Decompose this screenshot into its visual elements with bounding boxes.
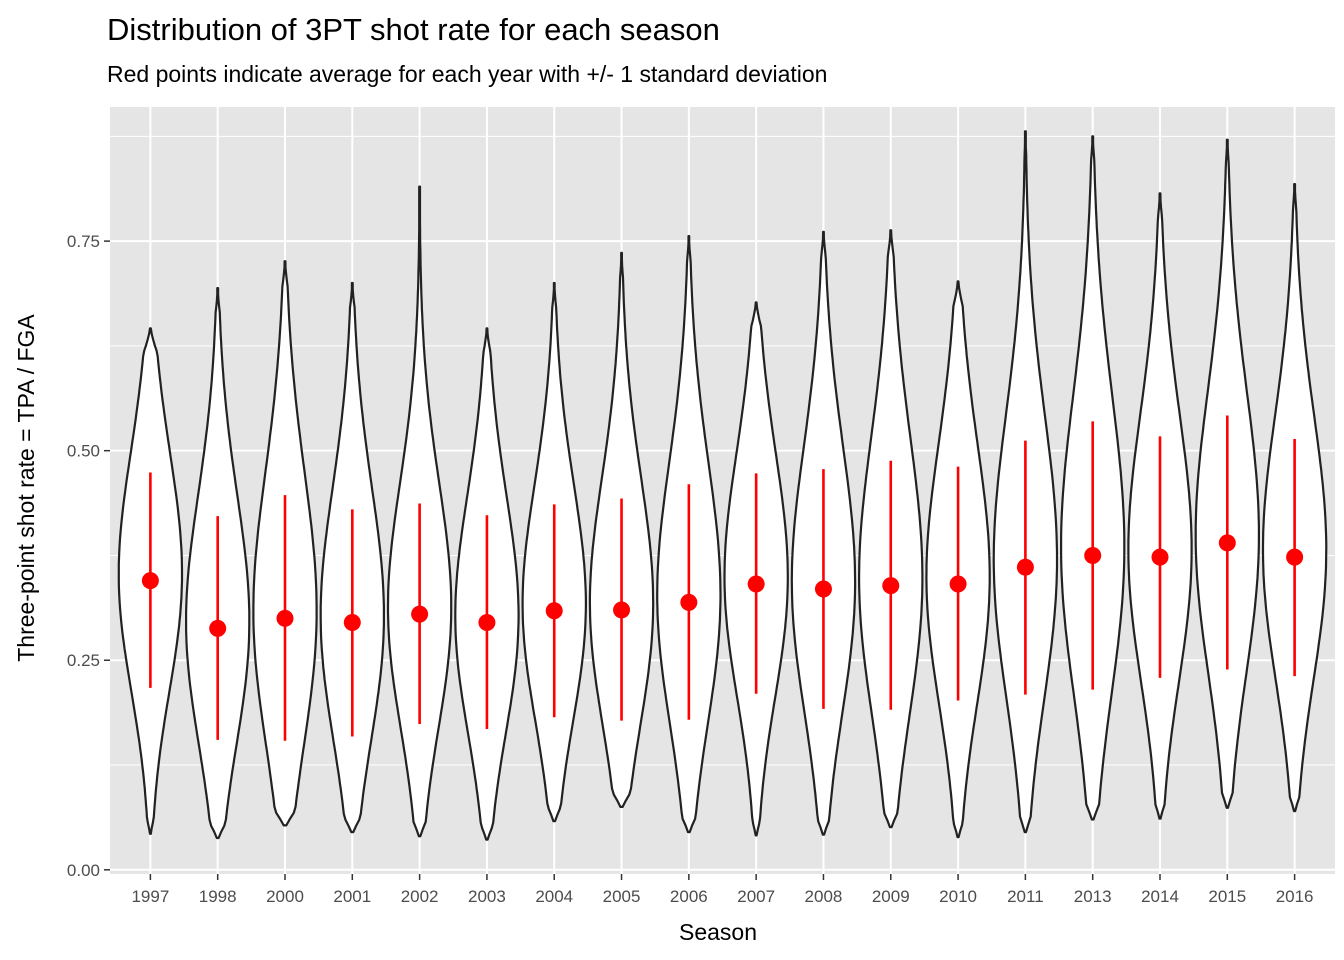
mean-point-2008 bbox=[814, 580, 832, 598]
x-tick-label: 2000 bbox=[266, 887, 304, 906]
mean-point-2007 bbox=[747, 575, 765, 593]
y-tick-label: 0.25 bbox=[67, 651, 100, 670]
mean-point-2004 bbox=[545, 602, 563, 620]
x-tick-label: 2003 bbox=[468, 887, 506, 906]
x-tick-label: 2010 bbox=[939, 887, 977, 906]
x-tick-label: 2002 bbox=[401, 887, 439, 906]
x-axis-title: Season bbox=[679, 919, 757, 945]
mean-point-2009 bbox=[882, 577, 900, 595]
mean-point-2016 bbox=[1286, 548, 1304, 566]
y-tick-label: 0.50 bbox=[67, 442, 100, 461]
x-tick-label: 2005 bbox=[603, 887, 641, 906]
x-tick-label: 2016 bbox=[1276, 887, 1314, 906]
x-tick-label: 2011 bbox=[1007, 887, 1044, 906]
x-tick-label: 2006 bbox=[670, 887, 708, 906]
x-tick-label: 2007 bbox=[737, 887, 775, 906]
mean-point-2002 bbox=[411, 605, 429, 623]
x-tick-label: 2009 bbox=[872, 887, 910, 906]
x-tick-label: 1997 bbox=[131, 887, 169, 906]
x-tick-label: 2004 bbox=[535, 887, 573, 906]
mean-point-2010 bbox=[949, 575, 967, 593]
x-tick-label: 2001 bbox=[333, 887, 371, 906]
x-tick-label: 2008 bbox=[805, 887, 843, 906]
y-tick-label: 0.75 bbox=[67, 232, 100, 251]
mean-point-1997 bbox=[141, 572, 159, 590]
mean-point-2011 bbox=[1016, 558, 1034, 576]
x-axis: 1997 1998 2000 2001 2002 2003 2004 2005 2006 2007… bbox=[131, 874, 1314, 906]
mean-point-1998 bbox=[209, 619, 227, 637]
y-axis-title: Three-point shot rate = TPA / FGA bbox=[13, 314, 39, 662]
mean-point-2015 bbox=[1218, 534, 1236, 552]
x-tick-label: 2013 bbox=[1074, 887, 1112, 906]
x-tick-label: 1998 bbox=[199, 887, 237, 906]
mean-markers bbox=[141, 415, 1304, 741]
x-tick-label: 2014 bbox=[1141, 887, 1179, 906]
y-axis: 0.00 0.25 0.50 0.75 bbox=[67, 232, 110, 880]
mean-point-2006 bbox=[680, 593, 698, 611]
chart-title: Distribution of 3PT shot rate for each s… bbox=[107, 12, 720, 47]
chart-subtitle: Red points indicate average for each yea… bbox=[107, 61, 827, 87]
mean-point-2014 bbox=[1151, 548, 1169, 566]
y-tick-label: 0.00 bbox=[67, 861, 100, 880]
mean-point-2000 bbox=[276, 609, 294, 627]
mean-point-2013 bbox=[1084, 546, 1102, 564]
mean-point-2003 bbox=[478, 614, 496, 632]
x-tick-label: 2015 bbox=[1208, 887, 1246, 906]
mean-point-2001 bbox=[343, 614, 361, 632]
mean-point-2005 bbox=[613, 601, 631, 619]
